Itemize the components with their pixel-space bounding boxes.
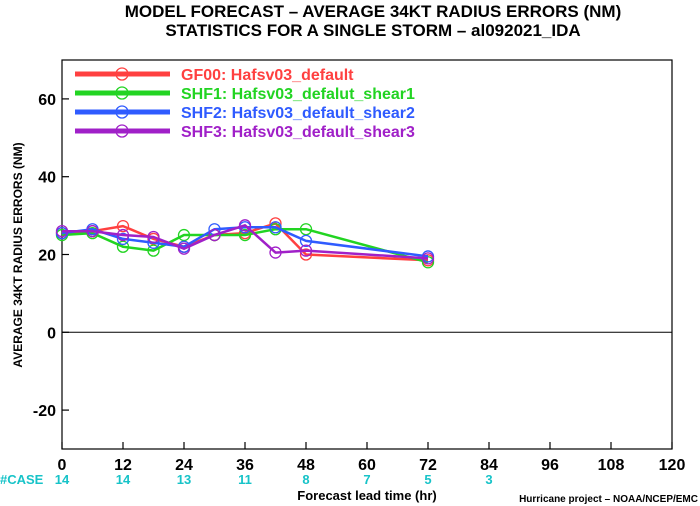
legend-label: GF00: Hafsv03_default [181,67,354,84]
y-tick-label: 0 [47,325,56,342]
y-tick-label: 20 [38,248,56,265]
x-axis: 0 12 24 36 48 60 72 84 96 108 120 [58,442,686,474]
legend-item-4: SHF3: Hafsv03_default_shear3 [75,124,415,141]
x-tick-label: 60 [358,457,376,474]
legend-item-1: GF00: Hafsv03_default [75,67,354,84]
series-line [61,226,429,258]
x-tick-label: 72 [419,457,437,474]
data-point [238,219,252,232]
y-axis-label: AVERAGE 34KT RADIUS ERRORS (NM) [11,142,25,367]
data-point [116,228,130,242]
credit-text: Hurricane project – NOAA/NCEP/EMC [519,494,698,505]
data-point [299,244,313,257]
case-count: 3 [485,472,492,487]
case-count: 14 [116,472,131,487]
y-axis: -20 0 20 40 60 [33,92,69,420]
y-tick-label: 60 [38,92,56,109]
x-tick-label: 24 [175,457,193,474]
legend-label: SHF1: Hafsv03_defalut_shear1 [181,86,415,103]
case-count: 7 [363,472,370,487]
case-count: 5 [424,472,431,487]
series-line [62,224,429,260]
series-layer [55,217,435,269]
x-tick-label: 84 [480,457,498,474]
data-point [299,248,313,261]
data-point [177,242,191,255]
data-point [86,225,99,238]
legend-label: SHF2: Hafsv03_default_shear2 [181,105,415,122]
legend-marker [115,86,129,100]
legend-item-2: SHF1: Hafsv03_defalut_shear1 [75,86,415,103]
x-tick-label: 48 [297,457,315,474]
case-count: 8 [302,472,309,487]
legend-item-3: SHF2: Hafsv03_default_shear2 [75,105,415,122]
data-point [421,252,435,265]
data-point [421,256,435,269]
data-point [147,244,160,257]
data-point [269,221,282,234]
case-count: 14 [55,472,70,487]
data-point [238,228,252,242]
data-point [177,228,191,242]
case-counts: 14 14 13 11 8 7 5 3 [55,472,493,487]
x-tick-label: 108 [598,457,625,474]
legend-marker [115,67,129,81]
chart-title-line2: STATISTICS FOR A SINGLE STORM – al092021… [165,21,580,40]
data-point [299,223,313,236]
data-point [208,228,221,242]
series-4 [55,219,435,265]
y-tick-label: -20 [33,403,56,420]
x-tick-label: 12 [114,457,132,474]
x-tick-label: 120 [659,457,686,474]
legend-label: SHF3: Hafsv03_default_shear3 [181,124,415,141]
data-point [116,240,130,253]
y-tick-label: 40 [38,170,56,187]
x-tick-label: 96 [541,457,559,474]
chart-title-line1: MODEL FORECAST – AVERAGE 34KT RADIUS ERR… [125,2,622,21]
case-count: 11 [238,472,252,487]
case-count: 13 [177,472,191,487]
data-point [116,219,130,233]
legend-marker [115,124,129,138]
data-point [269,246,282,259]
x-tick-label: 36 [236,457,254,474]
series-line [61,227,429,264]
data-point [299,234,313,248]
x-tick-label: 0 [58,457,67,474]
x-axis-label: Forecast lead time (hr) [297,488,436,503]
legend-marker [115,105,129,119]
data-point [147,230,160,244]
legend: GF00: Hafsv03_default SHF1: Hafsv03_defal… [75,67,415,141]
case-label: #CASE [0,472,44,487]
data-point [55,225,69,238]
data-point [116,232,130,246]
